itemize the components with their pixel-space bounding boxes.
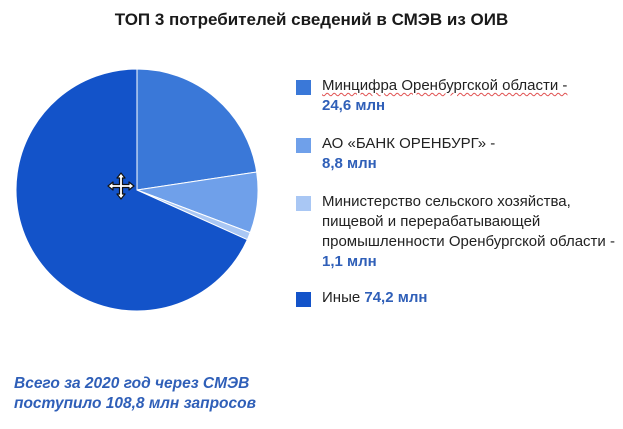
move-cursor-icon	[107, 172, 135, 200]
legend-label: Министерство сельского хозяйства, пищево…	[322, 193, 615, 250]
pie-slice-mincifra	[136, 68, 258, 191]
legend-value: 24,6 млн	[322, 97, 386, 114]
legend-label: Иные	[322, 289, 361, 306]
summary-note: Всего за 2020 год через СМЭВ поступило 1…	[14, 374, 314, 414]
legend-label: АО «БАНК ОРЕНБУРГ» -	[322, 135, 496, 152]
legend-swatch	[296, 292, 311, 307]
legend-swatch	[296, 196, 311, 211]
chart-title: ТОП 3 потребителей сведений в СМЭВ из ОИ…	[114, 10, 509, 29]
pie-slice-other	[15, 68, 248, 312]
legend-value: 8,8 млн	[322, 155, 377, 172]
legend-label: Минцифра Оренбургской области -	[322, 77, 568, 94]
legend-value: 74,2 млн	[364, 289, 428, 306]
summary-line-1: Всего за 2020 год через СМЭВ	[14, 375, 250, 392]
summary-line-2: поступило 108,8 млн запросов	[14, 395, 256, 412]
legend-swatch	[296, 80, 311, 95]
legend-swatch	[296, 138, 311, 153]
legend-value: 1,1 млн	[322, 253, 377, 270]
